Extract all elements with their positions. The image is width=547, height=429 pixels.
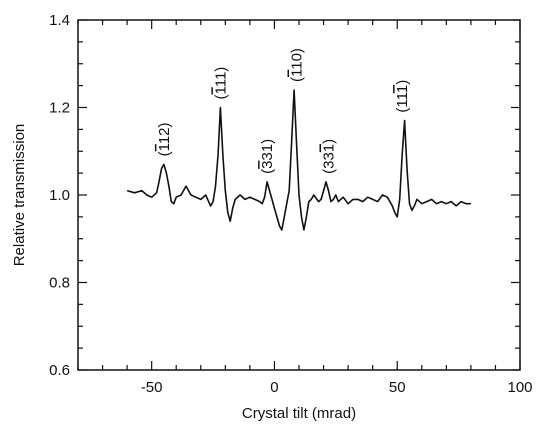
- peak-label: (331): [321, 139, 338, 174]
- x-tick-label: -50: [141, 379, 163, 396]
- x-tick-label: 50: [389, 379, 406, 396]
- x-axis-label: Crystal tilt (mrad): [242, 405, 356, 422]
- peak-label: (111): [394, 80, 411, 113]
- peak-label: (110): [289, 48, 306, 82]
- peak-label: (331): [259, 139, 276, 174]
- peak-labels: (112) (111) (331) (110) (331) (111): [156, 48, 411, 174]
- x-tick-label: 0: [270, 379, 278, 396]
- peak-label: (112): [156, 122, 173, 156]
- y-tick-label: 1.2: [49, 100, 70, 117]
- y-tick-label: 1.0: [49, 187, 70, 204]
- y-tick-label: 1.4: [49, 12, 70, 29]
- y-axis-label: Relative transmission: [11, 124, 28, 267]
- y-tick-label: 0.8: [49, 275, 70, 292]
- transmission-line: [126, 89, 471, 231]
- y-tick-label: 0.6: [49, 362, 70, 379]
- axis-ticks: [77, 19, 521, 371]
- tick-labels: -50 0 50 100 0.6 0.8 1.0 1.2 1.4: [49, 12, 532, 396]
- x-tick-label: 100: [507, 379, 532, 396]
- peak-label: (111): [212, 67, 229, 100]
